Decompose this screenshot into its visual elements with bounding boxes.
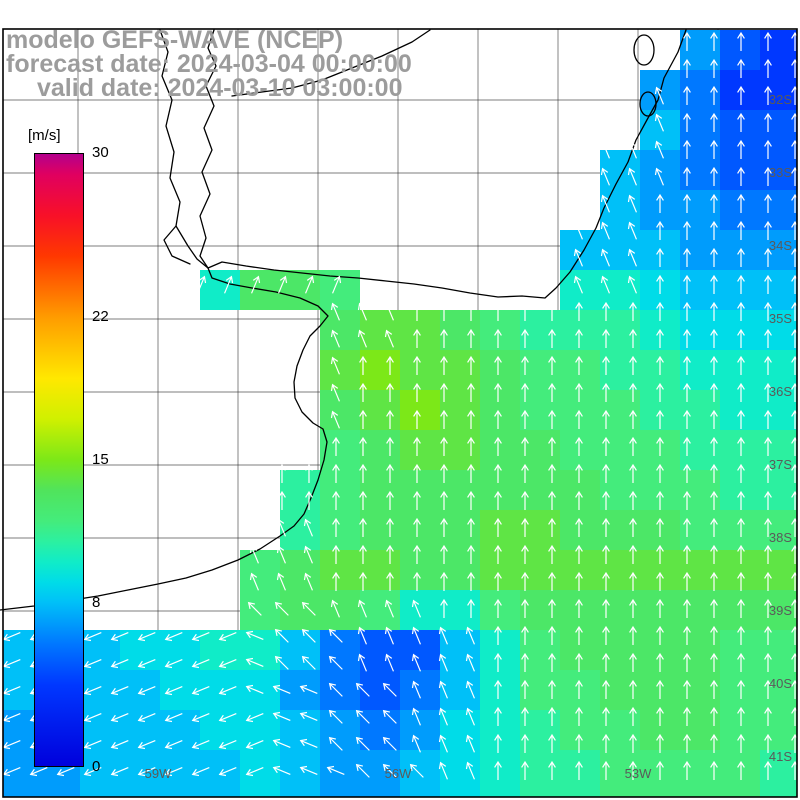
wind-direction-arrows	[3, 31, 797, 780]
lat-axis-label: 32S	[769, 92, 792, 107]
lat-axis-label: 38S	[769, 530, 792, 545]
forecast-date-line: forecast date: 2024-03-04 00:00:00	[6, 50, 412, 78]
colorbar-tick-label: 15	[92, 451, 109, 468]
title-block: modelo GEFS-WAVE (NCEP) forecast date: 2…	[6, 26, 412, 102]
colorbar-tick-label: 30	[92, 144, 109, 161]
lon-axis-label: 53W	[625, 766, 652, 781]
lat-axis-label: 35S	[769, 311, 792, 326]
colorbar-tick-label: 22	[92, 307, 109, 325]
colorbar: [m/s] 30 22 15 8 0	[28, 127, 109, 775]
lat-axis-label: 40S	[769, 676, 792, 691]
valid-date-line: valid date: 2024-03-10 03:00:00	[37, 74, 403, 102]
colorbar-ticks: 30 22 15 8 0	[34, 144, 109, 775]
map-frame-border	[2, 28, 798, 798]
coastline	[0, 29, 687, 611]
lat-axis-label: 37S	[769, 457, 792, 472]
colorbar-unit-label: [m/s]	[28, 127, 61, 144]
axis-labels: 32S 33S 34S 35S 36S 37S 38S 39S 40S 41S 59W 56W 53W	[145, 92, 793, 781]
lon-axis-label: 59W	[145, 766, 172, 781]
lat-axis-label: 41S	[769, 749, 792, 764]
colorbar-tick-label: 8	[92, 594, 101, 612]
colorbar-tick-label: 0	[92, 758, 101, 775]
model-title: modelo GEFS-WAVE (NCEP)	[6, 26, 344, 54]
wind-speed-cells	[3, 30, 797, 797]
lat-axis-label: 33S	[769, 165, 792, 180]
lat-axis-label: 39S	[769, 603, 792, 618]
colorbar-gradient	[34, 153, 84, 767]
lon-axis-label: 56W	[385, 766, 412, 781]
lat-axis-label: 34S	[769, 238, 792, 253]
lat-axis-label: 36S	[769, 384, 792, 399]
